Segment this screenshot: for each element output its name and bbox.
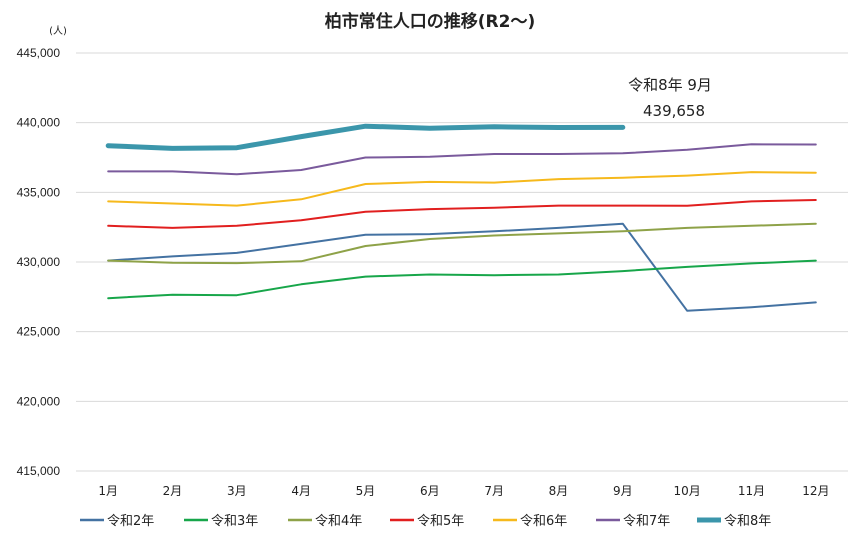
legend-label: 令和4年 bbox=[315, 514, 362, 529]
x-tick-label: 4月 bbox=[291, 484, 311, 498]
x-tick-label: 12月 bbox=[802, 484, 829, 498]
x-tick-label: 1月 bbox=[98, 484, 118, 498]
x-tick-label: 9月 bbox=[613, 484, 633, 498]
legend-label: 令和8年 bbox=[724, 514, 771, 529]
legend-label: 令和6年 bbox=[520, 514, 567, 529]
series-lines bbox=[105, 123, 817, 312]
y-tick-label: 440,000 bbox=[17, 116, 61, 130]
y-tick-label: 420,000 bbox=[17, 394, 61, 408]
y-tick-label: 435,000 bbox=[17, 185, 61, 199]
y-tick-label: 430,000 bbox=[17, 255, 61, 269]
chart-title: 柏市常住人口の推移(R2～) bbox=[325, 11, 535, 32]
annotation-line-1: 令和8年 9月 bbox=[628, 76, 712, 94]
y-tick-label: 425,000 bbox=[17, 325, 61, 339]
y-axis-unit: (人) bbox=[49, 25, 67, 37]
annotation: 令和8年 9月 439,658 bbox=[628, 76, 712, 120]
y-tick-label: 415,000 bbox=[17, 464, 61, 478]
series-line-7 bbox=[105, 123, 626, 151]
x-tick-label: 8月 bbox=[549, 484, 569, 498]
legend: 令和2年 令和3年 令和4年 令和5年 令和6年 令和7年 令和8年 bbox=[80, 514, 771, 529]
legend-label: 令和5年 bbox=[417, 514, 464, 529]
series-line-2 bbox=[107, 259, 817, 300]
legend-label: 令和2年 bbox=[107, 514, 154, 529]
series-line-6 bbox=[107, 143, 817, 176]
x-tick-label: 2月 bbox=[163, 484, 183, 498]
x-tick-label: 7月 bbox=[484, 484, 504, 498]
series-line-3 bbox=[107, 222, 817, 265]
series-line-4 bbox=[107, 199, 817, 229]
x-tick-label: 5月 bbox=[356, 484, 376, 498]
x-tick-label: 10月 bbox=[674, 484, 701, 498]
legend-label: 令和7年 bbox=[623, 514, 670, 529]
x-tick-label: 6月 bbox=[420, 484, 440, 498]
legend-label: 令和3年 bbox=[211, 514, 258, 529]
y-tick-label: 445,000 bbox=[17, 46, 61, 60]
annotation-line-2: 439,658 bbox=[643, 102, 705, 120]
series-line-5 bbox=[107, 171, 817, 207]
x-tick-label: 11月 bbox=[738, 484, 765, 498]
series-line-1 bbox=[107, 222, 817, 312]
x-tick-label: 3月 bbox=[227, 484, 247, 498]
x-axis-ticks: 1月 2月 3月 4月 5月 6月 7月 8月 9月 10月 11月 12月 bbox=[98, 484, 829, 498]
y-axis-ticks: 415,000 420,000 425,000 430,000 435,000 440,0… bbox=[17, 46, 61, 478]
